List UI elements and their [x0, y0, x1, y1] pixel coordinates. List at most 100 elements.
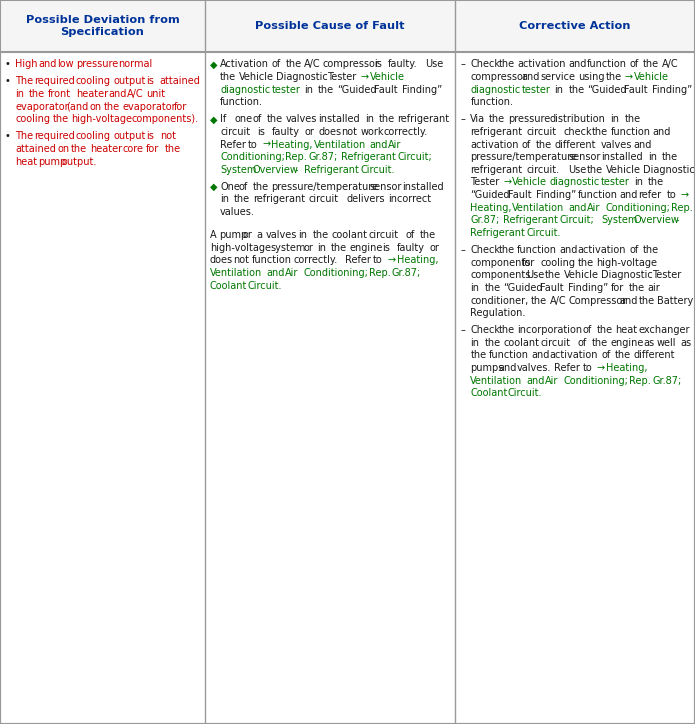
Text: Refer: Refer [555, 363, 580, 373]
Text: the: the [484, 338, 500, 348]
Text: for: for [610, 283, 623, 293]
Text: the: the [615, 350, 631, 361]
Text: air: air [648, 283, 660, 293]
Text: the: the [643, 245, 659, 255]
Text: and: and [498, 363, 516, 373]
Text: pump: pump [38, 156, 67, 167]
Text: for: for [146, 144, 159, 154]
Text: the: the [591, 127, 608, 137]
Text: Air: Air [388, 140, 402, 150]
Text: Compressor: Compressor [569, 295, 627, 306]
Text: components: components [471, 258, 531, 268]
Text: evaporator: evaporator [122, 101, 176, 111]
Text: incorrect: incorrect [388, 195, 432, 204]
Text: the: the [484, 283, 500, 293]
Text: Finding”: Finding” [653, 85, 693, 95]
Text: the: the [638, 295, 655, 306]
Text: System: System [601, 215, 637, 225]
Text: the: the [498, 325, 514, 335]
Text: of: of [239, 182, 248, 192]
Text: required: required [34, 131, 74, 141]
Text: function.: function. [471, 97, 514, 107]
Text: pump: pump [219, 230, 247, 240]
Text: -: - [295, 165, 298, 174]
Text: output: output [113, 76, 145, 86]
Text: in: in [610, 114, 619, 125]
Text: Circuit.: Circuit. [526, 228, 561, 238]
Text: valves.: valves. [517, 363, 551, 373]
Text: Refer: Refer [345, 256, 371, 265]
Text: –: – [460, 245, 465, 255]
Text: diagnostic: diagnostic [471, 85, 521, 95]
Text: Finding”: Finding” [402, 85, 443, 95]
Text: in: in [648, 152, 657, 162]
Text: (and: (and [67, 101, 89, 111]
Text: the: the [662, 152, 678, 162]
Text: –: – [460, 325, 465, 335]
Text: evaporator: evaporator [15, 101, 69, 111]
Text: activation: activation [550, 350, 598, 361]
Text: activation: activation [471, 140, 519, 150]
Text: the: the [52, 114, 69, 125]
Text: exchanger: exchanger [638, 325, 690, 335]
Text: attained: attained [15, 144, 56, 154]
Text: a: a [256, 230, 263, 240]
Text: “Guided: “Guided [503, 283, 543, 293]
Text: Circuit.: Circuit. [247, 281, 281, 290]
Text: function: function [517, 245, 557, 255]
Text: and: and [559, 245, 578, 255]
Text: sensor: sensor [370, 182, 402, 192]
Text: Check: Check [471, 245, 500, 255]
Text: circuit: circuit [220, 127, 250, 137]
Text: valves: valves [601, 140, 632, 150]
Text: refrigerant: refrigerant [471, 165, 523, 174]
Text: tester: tester [272, 85, 300, 95]
Text: Coolant: Coolant [471, 388, 508, 398]
Text: check: check [564, 127, 592, 137]
Text: in: in [304, 85, 313, 95]
Text: components).: components). [132, 114, 199, 125]
Text: tester: tester [522, 85, 550, 95]
Text: for: for [522, 258, 535, 268]
Text: to: to [248, 140, 258, 150]
Text: and: and [569, 59, 587, 70]
Bar [0, 0, 695, 52]
Text: Check: Check [471, 325, 500, 335]
Text: and: and [620, 295, 638, 306]
Text: incorporation: incorporation [517, 325, 582, 335]
Text: different: different [634, 350, 675, 361]
Text: the: the [471, 350, 486, 361]
Text: tester: tester [601, 177, 630, 188]
Text: correctly.: correctly. [384, 127, 427, 137]
Text: the: the [318, 85, 334, 95]
Text: in: in [471, 283, 480, 293]
Text: in: in [220, 195, 229, 204]
Text: activation: activation [517, 59, 566, 70]
Text: Circuit;: Circuit; [398, 152, 432, 162]
Text: is: is [374, 59, 382, 70]
Text: function: function [578, 190, 618, 200]
Text: of: of [253, 114, 262, 125]
Text: core: core [122, 144, 143, 154]
Text: the: the [498, 59, 514, 70]
Text: Corrective Action: Corrective Action [519, 21, 631, 31]
Text: “Guided: “Guided [587, 85, 626, 95]
Text: Ventilation: Ventilation [210, 268, 262, 278]
Text: •: • [5, 59, 10, 70]
Text: compressor: compressor [471, 72, 528, 82]
Text: pressure/temperature: pressure/temperature [471, 152, 578, 162]
Text: required: required [34, 76, 74, 86]
Text: of: of [629, 245, 638, 255]
Text: faulty: faulty [397, 243, 425, 253]
Text: the: the [71, 144, 88, 154]
Text: Diagnostic: Diagnostic [601, 270, 653, 280]
Text: and: and [526, 376, 545, 386]
Text: pressure: pressure [507, 114, 550, 125]
Text: Fault: Fault [507, 190, 531, 200]
Text: installed: installed [318, 114, 360, 125]
Text: well: well [657, 338, 676, 348]
Text: refrigerant: refrigerant [398, 114, 450, 125]
Text: of: of [582, 325, 591, 335]
Text: valves: valves [266, 230, 297, 240]
Text: A/C: A/C [550, 295, 566, 306]
